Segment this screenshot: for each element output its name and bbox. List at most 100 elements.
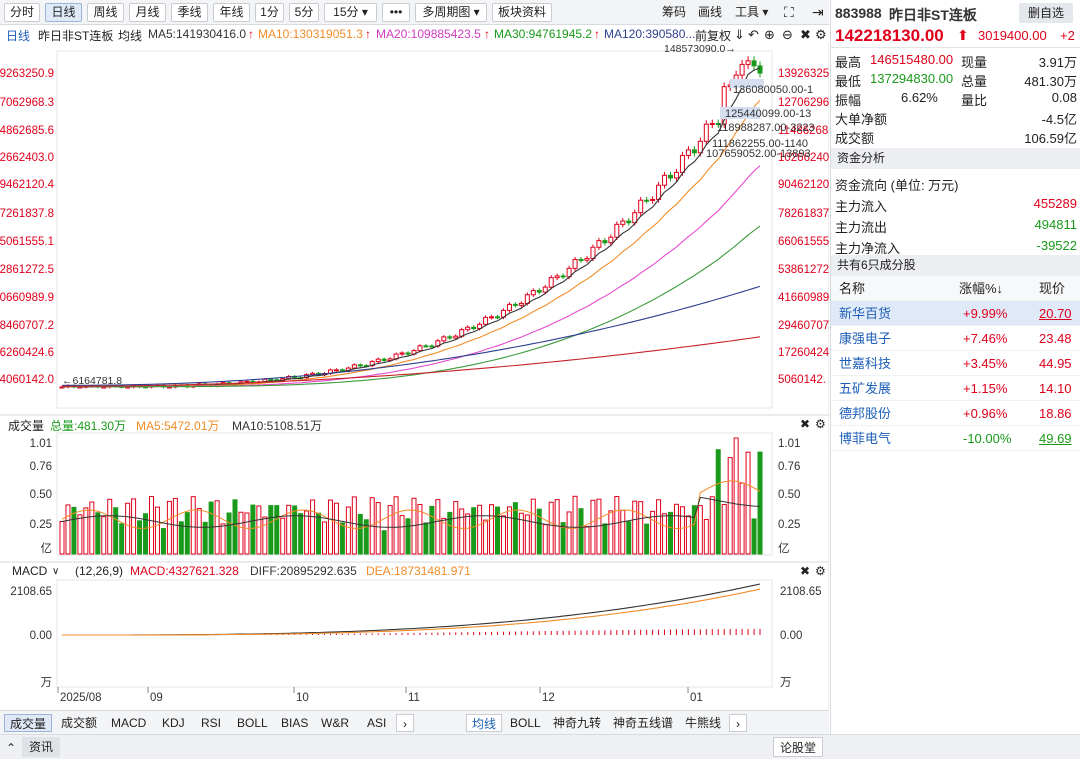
macd-params: (12,26,9) [75, 564, 124, 578]
adjust-label[interactable]: 前复权 [695, 29, 732, 43]
chart-type-label[interactable]: 日线 [6, 29, 31, 43]
volume-title[interactable]: 成交量 [8, 419, 45, 433]
settings-icon[interactable]: ⚙ [815, 27, 827, 42]
undo-icon[interactable]: ↶ [748, 27, 759, 42]
volume-bar [244, 512, 250, 555]
tab-volume[interactable]: 成交量 [4, 714, 53, 732]
period-1min-button[interactable]: 1分 [255, 3, 284, 22]
candle-body [578, 259, 584, 262]
component-row[interactable]: 新华百货 +9.99% 20.70 [831, 301, 1080, 326]
period-weekly-button[interactable]: 周线 [87, 3, 124, 22]
collapse-icon[interactable]: ⇥ [812, 4, 824, 20]
candle-body [244, 380, 250, 383]
fund-analysis-header[interactable]: 资金分析 [831, 148, 1080, 169]
tab-wr[interactable]: W&R [321, 716, 349, 730]
close-icon[interactable]: ✖ [800, 27, 811, 42]
volume-bar [626, 521, 632, 555]
period-15min-dropdown[interactable]: 15分 ▾ [324, 3, 377, 22]
macd-title[interactable]: MACD [12, 564, 48, 578]
news-tab[interactable]: 资讯 [22, 737, 61, 757]
volume-panel: 1.01 1.01 0.76 0.76 0.50 0.50 0.25 0.25 亿 亿 [30, 432, 800, 556]
period-quarterly-button[interactable]: 季线 [171, 3, 208, 22]
draw-line-button[interactable]: 画线 [698, 5, 723, 19]
expand-icon[interactable]: ⌃ [6, 741, 17, 755]
component-row[interactable]: 康强电子 +7.46% 23.48 [831, 326, 1080, 351]
macd-panel: 2108.65 2108.65 0.00 0.00 万 万 [10, 579, 822, 689]
period-intraday-button[interactable]: 分时 [4, 3, 40, 22]
tab-turnover[interactable]: 成交额 [61, 716, 98, 730]
macd-dropdown-icon[interactable]: ∨ [52, 566, 60, 577]
down-arrow-icon[interactable]: ⇓ [734, 27, 745, 42]
ma120-line [61, 285, 761, 386]
volume-bar [548, 501, 554, 555]
tab-boll[interactable]: BOLL [237, 716, 268, 730]
candle-body [351, 364, 357, 369]
tab-bias[interactable]: BIAS [281, 716, 309, 730]
volume-bar [214, 500, 220, 555]
volume-frame [56, 432, 773, 556]
tab-bull-bear[interactable]: 牛熊线 [685, 716, 722, 730]
col-price-header[interactable]: 现价 [1039, 281, 1066, 296]
tab-boll-main[interactable]: BOLL [510, 716, 541, 730]
kline-chart-area[interactable]: 9263250.9 7062968.3 4862685.6 2662403.0 9462… [0, 43, 829, 710]
tabs-next-icon[interactable]: › [396, 714, 414, 732]
candle-body [405, 352, 411, 355]
forum-button[interactable]: 论股堂 [773, 737, 824, 757]
index-code: 883988 [835, 5, 882, 21]
period-5min-button[interactable]: 5分 [289, 3, 319, 22]
ma-label[interactable]: 均线 [118, 29, 143, 43]
price-change-pct: +2 [1060, 28, 1075, 43]
components-header[interactable]: 共有6只成分股 [831, 255, 1080, 276]
volume-bar [632, 500, 638, 555]
candle-body [483, 316, 489, 325]
col-pct-header[interactable]: 涨幅%↓ [959, 281, 1004, 296]
annotation-label: 111862255.00-1140 [712, 138, 808, 150]
x-axis-label: 12 [542, 692, 555, 704]
tab-kdj[interactable]: KDJ [162, 716, 185, 730]
macd-axis-label: 万 [41, 677, 53, 689]
volume-close-icon[interactable]: ✖ [800, 417, 811, 431]
tab-ma[interactable]: 均线 [466, 714, 503, 732]
high-label: 最高 [835, 55, 862, 70]
add-icon[interactable]: ⊕ [764, 27, 775, 42]
sector-info-button[interactable]: 板块资料 [492, 3, 552, 22]
tab-rsi[interactable]: RSI [201, 716, 222, 730]
component-row[interactable]: 五矿发展 +1.15% 14.10 [831, 376, 1080, 401]
tabs-right-next-icon[interactable]: › [729, 714, 747, 732]
volume-bar [107, 498, 113, 555]
more-periods-button[interactable]: ••• [382, 3, 410, 22]
tab-magic-nine[interactable]: 神奇九转 [553, 716, 602, 730]
tab-macd[interactable]: MACD [111, 716, 147, 730]
tools-dropdown[interactable]: 工具 ▾ [735, 5, 769, 19]
component-row[interactable]: 德邦股份 +0.96% 18.86 [831, 401, 1080, 426]
volume-bar [232, 499, 238, 555]
macd-settings-icon[interactable]: ⚙ [815, 564, 826, 578]
volume-ratio-value: 0.08 [1051, 90, 1077, 105]
remove-watchlist-button[interactable]: 删自选 [1019, 3, 1073, 23]
col-name-header[interactable]: 名称 [839, 281, 866, 296]
candle-body [679, 154, 685, 173]
fullscreen-icon[interactable]: ⛶ [784, 4, 794, 20]
multi-period-dropdown[interactable]: 多周期图 ▾ [415, 3, 487, 22]
volume-bar [715, 449, 721, 555]
component-row[interactable]: 世嘉科技 +3.45% 44.95 [831, 351, 1080, 376]
tab-asi[interactable]: ASI [367, 716, 387, 730]
macd-close-icon[interactable]: ✖ [800, 564, 811, 578]
candle-body [387, 358, 393, 361]
period-monthly-button[interactable]: 月线 [129, 3, 166, 22]
x-axis-label: 10 [296, 692, 309, 704]
candle-body [506, 303, 512, 311]
period-yearly-button[interactable]: 年线 [213, 3, 250, 22]
volume-bar [375, 502, 381, 555]
chip-button[interactable]: 筹码 [662, 5, 687, 19]
remove-icon[interactable]: ⊖ [782, 27, 793, 42]
candle-body [423, 345, 429, 348]
ma-indicator-bar: 日线 昨日非ST连板 均线 MA5:141930416.0 ↑ MA10:130… [0, 25, 829, 43]
tab-magic-five[interactable]: 神奇五线谱 [613, 716, 674, 730]
component-row[interactable]: 博菲电气 -10.00% 49.69 [831, 426, 1080, 451]
period-daily-button[interactable]: 日线 [45, 3, 82, 22]
volume-settings-icon[interactable]: ⚙ [815, 417, 826, 431]
right-axis-label: 102662403 [778, 152, 829, 164]
volume-bar [71, 506, 77, 555]
